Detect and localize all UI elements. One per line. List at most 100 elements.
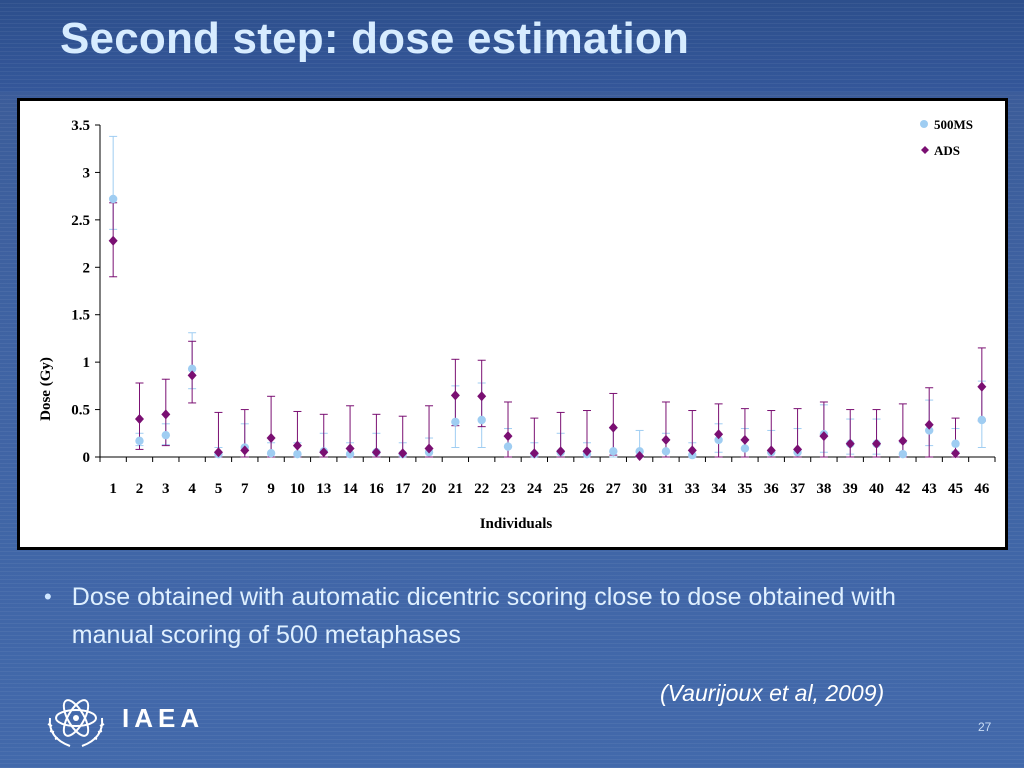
page-number: 27 bbox=[978, 720, 992, 734]
iaea-wordmark: IAEA bbox=[122, 703, 205, 733]
chart-legend: 500MS ADS bbox=[920, 117, 973, 158]
x-tick-label: 36 bbox=[764, 481, 780, 497]
point-ads bbox=[371, 447, 381, 458]
x-axis: 1 2 3 4 5 7 9 10 13 14 16 17 20 21 22 23 24 25 26 27 30 31 33 3… bbox=[99, 456, 996, 497]
point-ads bbox=[766, 445, 776, 456]
y-axis: 0 0.5 1 1.5 2 2.5 3 3.5 bbox=[71, 118, 101, 466]
point-ads bbox=[793, 444, 803, 455]
point-ads bbox=[266, 433, 276, 444]
error-bars bbox=[109, 135, 986, 458]
x-tick-label: 5 bbox=[215, 481, 223, 497]
point-ads bbox=[898, 435, 908, 446]
y-tick-label: 3.5 bbox=[71, 118, 90, 134]
x-tick-label: 16 bbox=[369, 481, 385, 497]
chart-frame: 0 0.5 1 1.5 2 2.5 3 3.5 1 2 3 4 5 7 9 10 13 14 16 17 20 21 22… bbox=[17, 98, 1008, 550]
y-tick-label: 3 bbox=[83, 165, 91, 181]
point-500ms bbox=[609, 447, 618, 456]
x-tick-label: 46 bbox=[974, 481, 990, 497]
x-tick-label: 25 bbox=[553, 481, 568, 497]
x-tick-label: 14 bbox=[343, 481, 359, 497]
point-500ms bbox=[714, 435, 723, 445]
y-tick-label: 1.5 bbox=[71, 308, 90, 324]
point-ads bbox=[529, 448, 539, 459]
point-ads bbox=[503, 431, 513, 442]
bullet-text: Dose obtained with automatic dicentric s… bbox=[71, 583, 896, 649]
x-tick-label: 35 bbox=[737, 481, 752, 497]
point-ads bbox=[977, 381, 987, 392]
x-tick-label: 45 bbox=[948, 481, 963, 497]
x-tick-label: 21 bbox=[448, 481, 463, 497]
point-ads bbox=[740, 434, 750, 445]
point-ads bbox=[924, 419, 934, 430]
x-tick-label: 3 bbox=[162, 481, 170, 497]
point-ads bbox=[398, 448, 408, 459]
point-ads bbox=[845, 438, 855, 449]
point-500ms bbox=[977, 415, 987, 425]
x-tick-label: 1 bbox=[109, 481, 117, 497]
point-ads bbox=[951, 448, 961, 459]
x-tick-label: 20 bbox=[422, 481, 437, 497]
x-axis-label: Individuals bbox=[480, 516, 553, 532]
x-tick-label: 40 bbox=[869, 481, 884, 497]
title-band bbox=[0, 0, 1024, 92]
point-ads bbox=[872, 438, 882, 449]
point-500ms bbox=[451, 417, 460, 427]
y-tick-label: 2 bbox=[83, 260, 91, 276]
x-tick-label: 39 bbox=[843, 481, 858, 497]
y-tick-label: 1 bbox=[83, 355, 91, 371]
point-ads bbox=[108, 235, 118, 246]
y-tick-label: 0 bbox=[83, 450, 91, 466]
x-tick-label: 30 bbox=[632, 481, 647, 497]
x-tick-label: 26 bbox=[579, 481, 595, 497]
point-500ms bbox=[503, 442, 513, 451]
x-tick-label: 31 bbox=[658, 481, 673, 497]
point-ads bbox=[134, 414, 144, 425]
point-500ms bbox=[187, 364, 197, 373]
point-ads bbox=[661, 434, 671, 445]
point-500ms bbox=[161, 430, 171, 440]
point-ads bbox=[714, 429, 724, 440]
point-ads bbox=[582, 446, 592, 457]
point-500ms bbox=[924, 426, 934, 435]
x-tick-label: 10 bbox=[290, 481, 305, 497]
legend-marker-500ms bbox=[920, 120, 928, 128]
point-500ms bbox=[477, 415, 486, 425]
x-tick-label: 38 bbox=[816, 481, 831, 497]
point-500ms bbox=[898, 449, 908, 459]
legend-label-500ms: 500MS bbox=[934, 117, 973, 132]
point-ads bbox=[345, 443, 355, 454]
x-tick-label: 13 bbox=[316, 481, 331, 497]
x-tick-label: 37 bbox=[790, 481, 806, 497]
data-points bbox=[108, 194, 987, 462]
x-tick-label: 17 bbox=[395, 481, 411, 497]
legend-marker-ads bbox=[921, 146, 929, 154]
x-tick-label: 7 bbox=[241, 481, 249, 497]
x-tick-label: 4 bbox=[188, 481, 196, 497]
point-ads bbox=[292, 440, 302, 451]
point-500ms bbox=[951, 439, 960, 448]
point-ads bbox=[608, 422, 618, 433]
point-500ms bbox=[740, 444, 750, 453]
y-tick-label: 0.5 bbox=[71, 403, 90, 419]
dose-chart: 00.511.522.533.5 1 2 3 4 5 7 9 10 13 14 16 17 20 21 22… bbox=[38, 117, 996, 532]
point-500ms bbox=[661, 447, 671, 456]
point-ads bbox=[213, 447, 223, 458]
point-ads bbox=[161, 409, 171, 420]
x-tick-label: 23 bbox=[501, 481, 516, 497]
point-500ms bbox=[135, 436, 144, 446]
citation: (Vaurijoux et al, 2009) bbox=[660, 680, 885, 706]
point-ads bbox=[450, 390, 460, 401]
point-500ms bbox=[108, 194, 118, 204]
x-tick-label: 33 bbox=[685, 481, 700, 497]
legend-label-ads: ADS bbox=[934, 143, 960, 158]
iaea-logo-icon bbox=[47, 699, 105, 747]
slide-title: Second step: dose estimation bbox=[60, 14, 690, 63]
x-tick-label: 43 bbox=[922, 481, 937, 497]
x-tick-label: 27 bbox=[606, 481, 622, 497]
point-ads bbox=[187, 370, 197, 381]
point-ads bbox=[687, 445, 697, 456]
x-tick-label: 34 bbox=[711, 481, 727, 497]
bullet-point: • Dose obtained with automatic dicentric… bbox=[44, 578, 964, 654]
x-tick-label: 9 bbox=[267, 481, 275, 497]
point-ads bbox=[477, 391, 487, 402]
